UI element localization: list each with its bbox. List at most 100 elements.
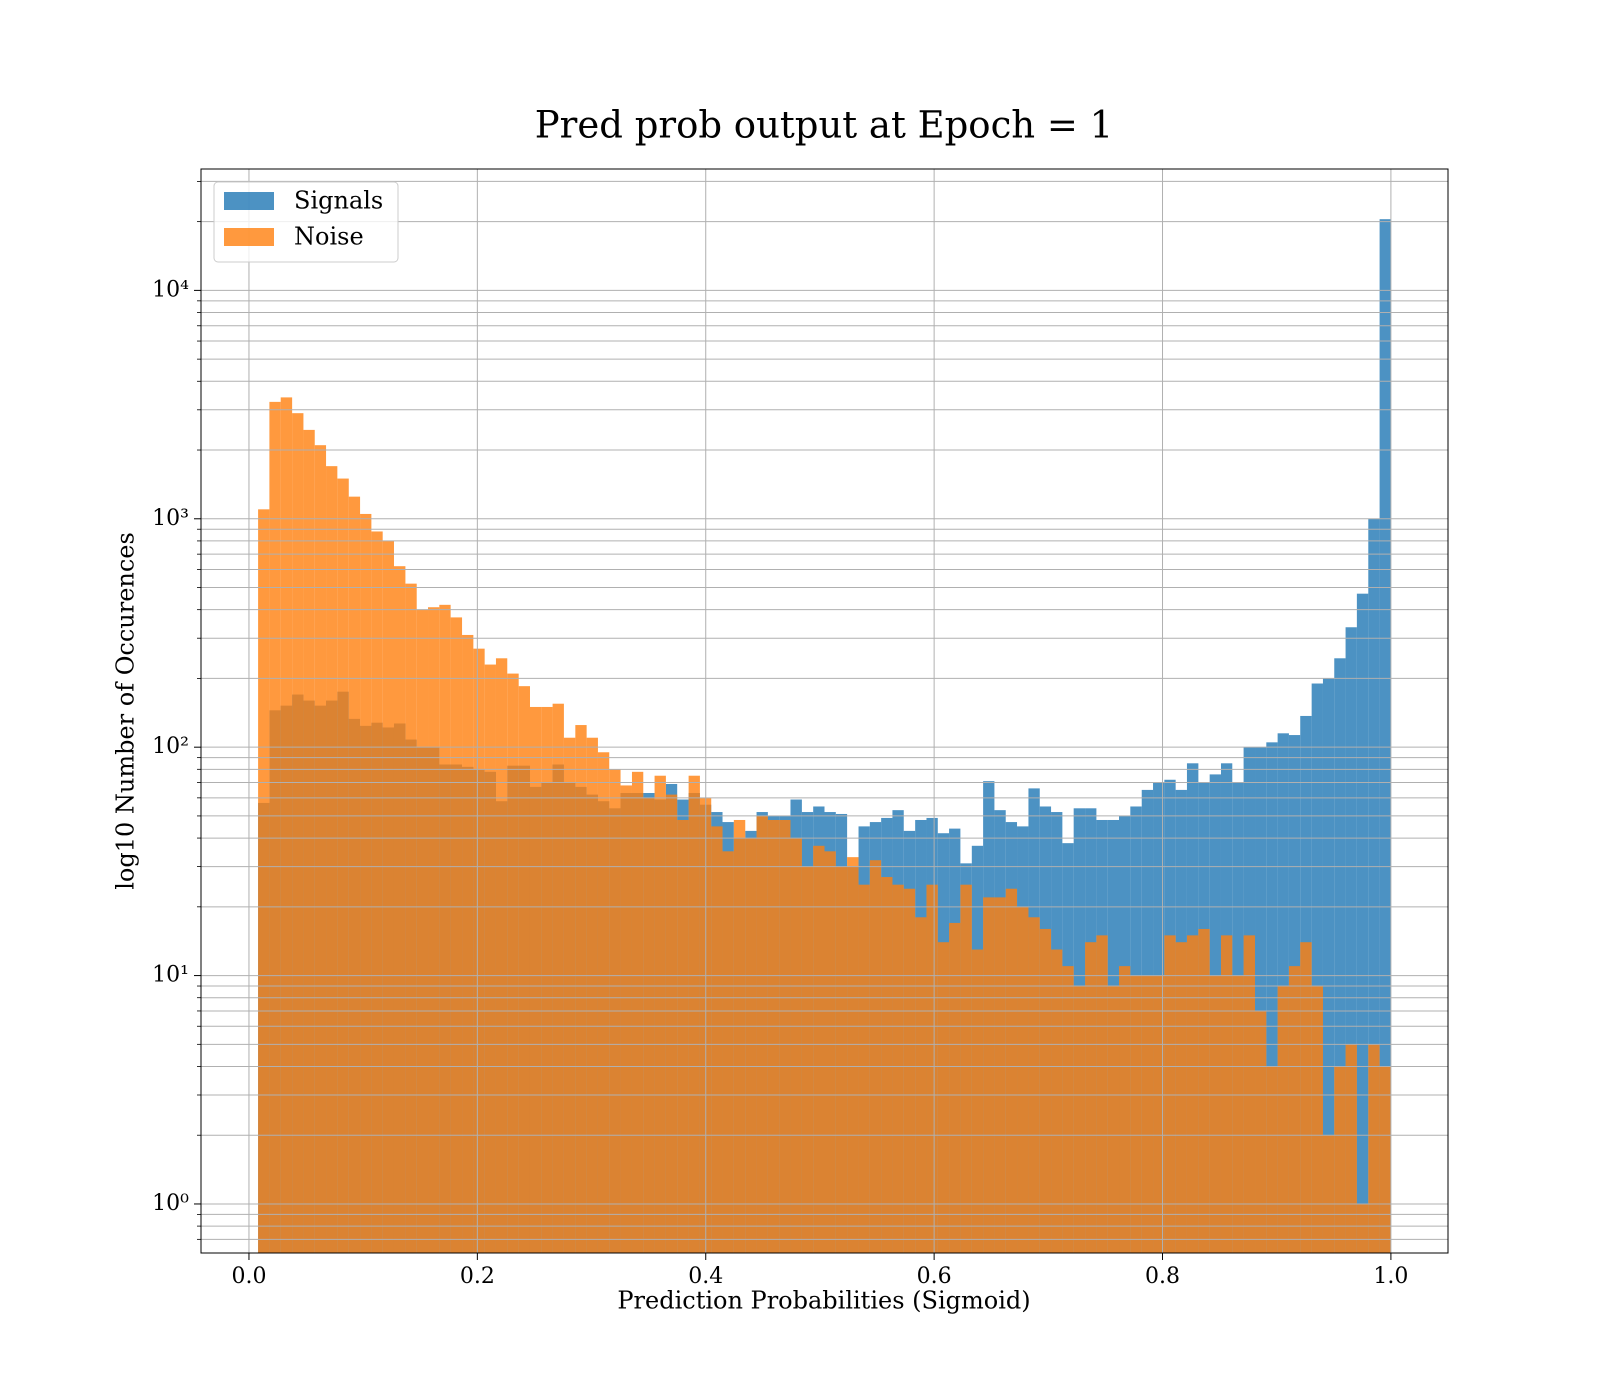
bar (1073, 986, 1086, 1253)
bar (643, 797, 655, 1253)
bar (1379, 219, 1391, 1253)
bar (801, 866, 814, 1253)
bar (428, 607, 440, 1253)
bar (1255, 747, 1267, 1253)
bar (994, 897, 1006, 1253)
bar (1130, 975, 1142, 1253)
bar (507, 673, 519, 1253)
y-axis-label: log10 Number of Occurences (112, 532, 140, 890)
axes-frame (200, 168, 1449, 1254)
bar (450, 617, 463, 1253)
bar (1368, 518, 1380, 1253)
bar (858, 884, 870, 1253)
bar (1005, 888, 1018, 1253)
bar (439, 604, 451, 1253)
bar (393, 566, 406, 1253)
bar (1334, 658, 1346, 1253)
bar (326, 466, 338, 1253)
bar (960, 884, 972, 1253)
bar (1051, 949, 1063, 1253)
grid (201, 169, 1448, 1253)
bar (1232, 975, 1244, 1253)
bar (382, 540, 394, 1253)
bar (1209, 975, 1221, 1253)
bar (348, 496, 361, 1253)
bar (688, 775, 700, 1253)
bar (1368, 1044, 1380, 1253)
bar (462, 634, 474, 1253)
bar (371, 531, 383, 1253)
bar (1119, 966, 1131, 1253)
bar (1028, 917, 1040, 1253)
bar (405, 583, 417, 1253)
plot-area (258, 219, 1391, 1253)
bar (835, 866, 848, 1253)
bar (552, 703, 564, 1253)
axes: 0.0 0.2 0.4 0.6 0.8 1.0 10⁰ 10¹ 10² 10³ 10⁴ Signals… (152, 168, 1449, 1289)
bar (983, 897, 995, 1253)
bar (541, 706, 553, 1253)
bar (745, 838, 757, 1253)
bar (292, 413, 304, 1253)
x-tick-label: 1.0 (1373, 1264, 1408, 1289)
bar (1243, 935, 1256, 1253)
bar (484, 664, 496, 1253)
bar (677, 819, 689, 1253)
bar (824, 851, 836, 1253)
bar (1017, 906, 1029, 1253)
bar (597, 752, 610, 1253)
bar (1379, 1066, 1391, 1253)
bar (269, 401, 281, 1253)
bar (1062, 966, 1074, 1253)
bar (915, 917, 927, 1253)
bar (813, 845, 825, 1253)
bar (529, 706, 542, 1253)
legend: Signals Noise (213, 181, 399, 263)
bar (1322, 678, 1335, 1253)
bar (949, 922, 961, 1253)
bar (1198, 928, 1210, 1253)
bar (1322, 1135, 1335, 1253)
bar (280, 397, 293, 1253)
legend-label: Noise (294, 223, 364, 251)
bar (1356, 1203, 1369, 1253)
bar (971, 949, 984, 1253)
bar (903, 888, 916, 1253)
bar (881, 877, 893, 1253)
bar (1300, 942, 1312, 1253)
x-axis-label: Prediction Probabilities (Sigmoid) (617, 1287, 1030, 1315)
x-tick-label: 0.8 (1145, 1264, 1180, 1289)
bar (1164, 935, 1176, 1253)
bar (733, 819, 746, 1253)
bar (1288, 966, 1301, 1253)
legend-label: Signals (294, 187, 383, 215)
x-tick-label: 0.0 (231, 1264, 266, 1289)
bar (1175, 942, 1187, 1253)
legend-swatch (224, 192, 274, 210)
bar (1220, 935, 1233, 1253)
bar (722, 851, 734, 1253)
bar (575, 725, 587, 1253)
bar (314, 445, 327, 1253)
y-tick-label: 10⁰ (152, 1191, 189, 1216)
bar (1356, 593, 1369, 1253)
bar (1141, 975, 1154, 1253)
bar (892, 884, 904, 1253)
chart-title: Pred prob output at Epoch = 1 (535, 104, 1113, 147)
bar (1277, 986, 1289, 1253)
bar (767, 819, 780, 1253)
x-tick-label: 0.6 (917, 1264, 952, 1289)
bar (1085, 942, 1097, 1253)
y-tick-label: 10¹ (152, 963, 189, 988)
bar (1186, 935, 1199, 1253)
bar (495, 658, 508, 1253)
bar (779, 819, 791, 1253)
bar (790, 838, 802, 1253)
bar (620, 785, 632, 1253)
bar (926, 884, 938, 1253)
bar (711, 826, 723, 1253)
bar (1311, 683, 1323, 1253)
x-tick-label: 0.4 (688, 1264, 723, 1289)
legend-swatch (224, 228, 274, 246)
bar (586, 737, 598, 1253)
